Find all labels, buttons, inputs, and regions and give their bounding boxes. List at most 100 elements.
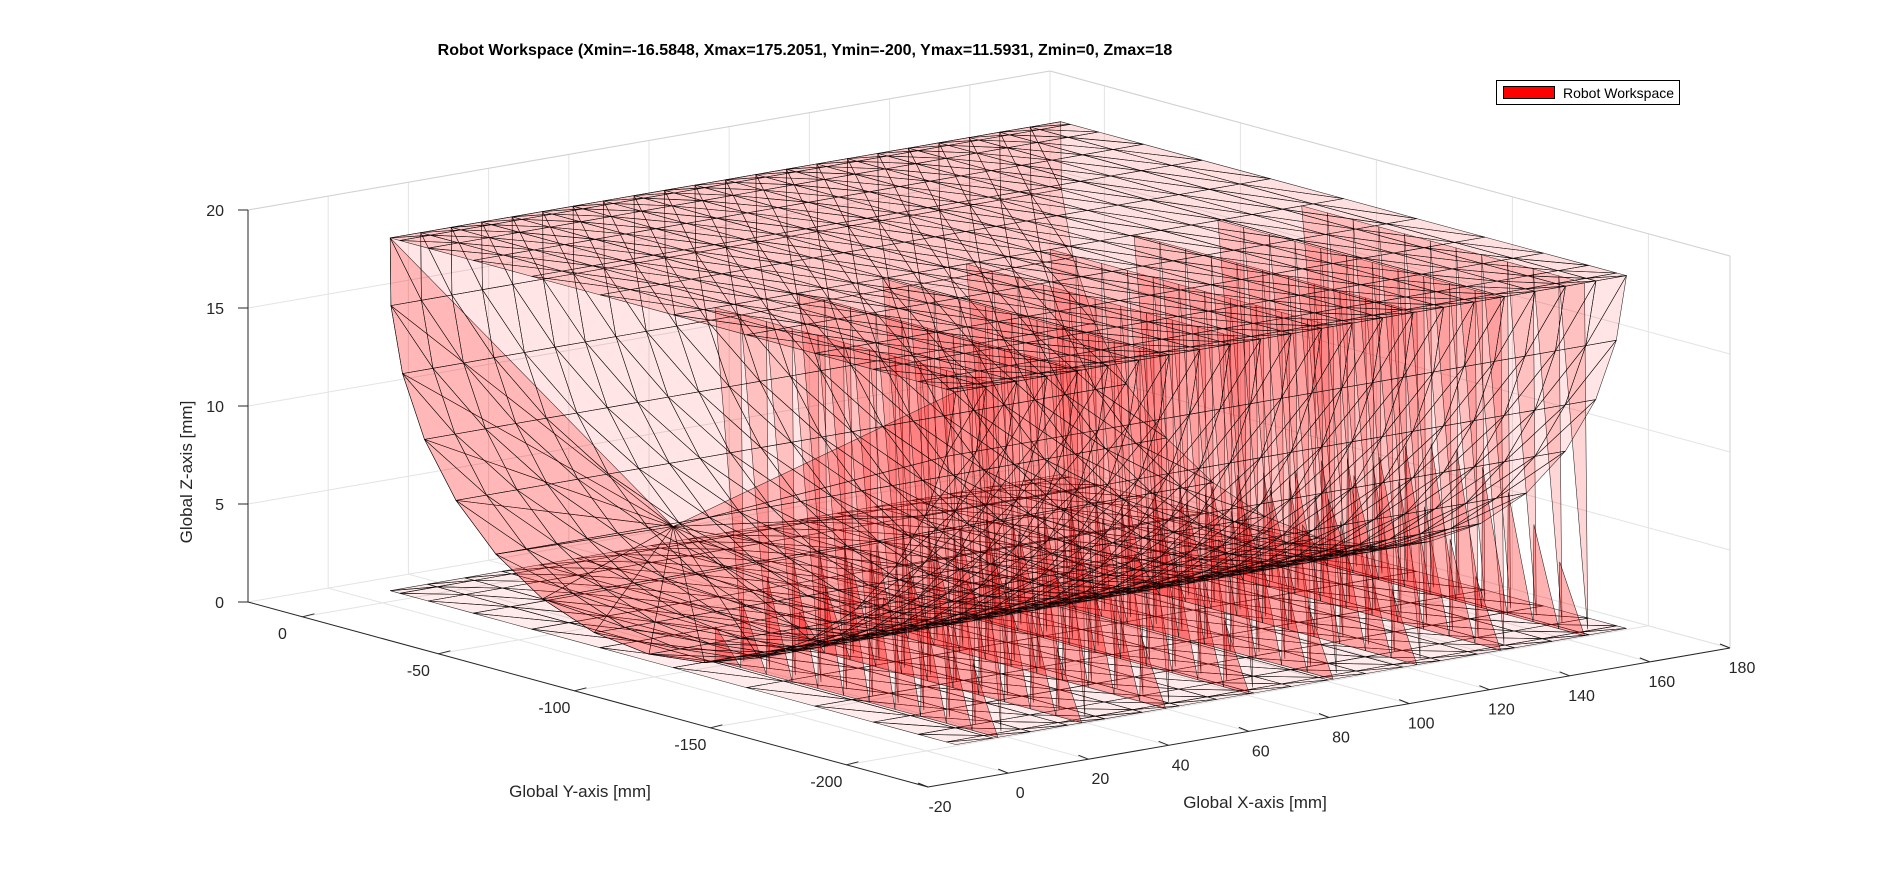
x-tick-label: 120 xyxy=(1488,702,1515,719)
x-tick-label: 60 xyxy=(1252,743,1270,760)
mesh-face xyxy=(1313,496,1341,645)
mesh-face xyxy=(817,335,847,690)
mesh-face xyxy=(1481,467,1508,616)
mesh-face xyxy=(1036,320,1067,675)
legend: Robot Workspace xyxy=(1496,80,1680,105)
x-tick-label: 20 xyxy=(1092,771,1110,788)
mesh-face xyxy=(1558,275,1588,630)
mesh-face xyxy=(1558,561,1585,637)
mesh-face xyxy=(1474,576,1502,651)
axis-ticks: -200204060801001201401601800-50-100-150-… xyxy=(206,203,1755,816)
mesh-face xyxy=(1365,297,1395,652)
mesh-face xyxy=(1029,611,1057,717)
x-tick-label: 40 xyxy=(1172,757,1190,774)
mesh-face xyxy=(1390,304,1421,659)
mesh-face xyxy=(985,518,1012,667)
mesh-face xyxy=(1037,370,1078,377)
workspace-surface xyxy=(389,121,1628,745)
mesh-face xyxy=(1127,270,1157,625)
mesh-face xyxy=(882,278,912,633)
mesh-face xyxy=(1320,460,1347,609)
mesh-face xyxy=(1507,261,1537,616)
mesh-face xyxy=(1449,538,1476,644)
mesh-face xyxy=(1371,262,1402,616)
mesh-face xyxy=(1098,359,1139,366)
mesh-face xyxy=(971,663,999,738)
mesh-face xyxy=(1281,679,1329,687)
mesh-face xyxy=(1397,481,1424,630)
mesh-face xyxy=(991,270,1022,625)
z-grid-back xyxy=(247,168,1051,309)
mesh-face xyxy=(1586,275,1627,282)
x-tick-mark xyxy=(998,768,1009,774)
mesh-face xyxy=(1467,647,1515,655)
x-tick-mark xyxy=(1238,726,1249,732)
y-tick-label: -150 xyxy=(674,737,706,754)
mesh-face xyxy=(1244,686,1292,694)
mesh-face xyxy=(1455,247,1486,602)
mesh-face xyxy=(1004,348,1034,703)
mesh-face xyxy=(1294,241,1325,595)
mesh-face xyxy=(1029,355,1060,710)
x-tick-mark xyxy=(1559,671,1570,677)
x-tick-mark xyxy=(1399,699,1410,705)
z-tick-label: 15 xyxy=(206,301,224,318)
mesh-face xyxy=(1320,248,1350,602)
z-grid-back xyxy=(247,266,1051,407)
x-axis-label: Global X-axis [mm] xyxy=(1183,793,1327,812)
legend-label: Robot Workspace xyxy=(1563,85,1675,101)
mesh-face xyxy=(1342,317,1383,324)
y-axis-label: Global Y-axis [mm] xyxy=(509,782,651,801)
y-tick-label: -100 xyxy=(538,700,570,717)
mesh-face xyxy=(1020,724,1068,732)
x-tick-mark xyxy=(917,782,929,788)
mesh-face xyxy=(798,292,828,647)
mesh-face xyxy=(1430,653,1478,661)
mesh-face xyxy=(1532,524,1560,630)
mesh-face xyxy=(1579,628,1627,636)
y-tick-mark xyxy=(302,613,315,618)
y-tick-mark xyxy=(846,761,859,766)
mesh-face xyxy=(1281,328,1322,334)
mesh-face xyxy=(1146,312,1176,667)
mesh-face xyxy=(1062,539,1089,688)
mesh-face xyxy=(1542,634,1590,642)
mesh-face xyxy=(1133,234,1164,589)
mesh-face xyxy=(978,554,1005,703)
mesh-face xyxy=(1069,504,1096,653)
z-grid-back xyxy=(247,364,1051,505)
mesh-face xyxy=(985,306,1015,661)
mesh-face xyxy=(1113,597,1141,702)
x-tick-label: 80 xyxy=(1332,730,1350,747)
mesh-face xyxy=(1251,333,1292,340)
mesh-face xyxy=(1281,567,1308,673)
mesh-face xyxy=(1313,283,1344,638)
mesh-face xyxy=(824,299,854,654)
x-tick-mark xyxy=(1078,754,1089,760)
chart-title: Robot Workspace (Xmin=-16.5848, Xmax=175… xyxy=(437,42,1173,59)
mesh-face xyxy=(1423,276,1453,630)
mesh-face xyxy=(1229,298,1260,653)
x-tick-mark xyxy=(1639,657,1650,663)
mesh-face xyxy=(1423,506,1450,637)
mesh-face xyxy=(1464,296,1505,303)
mesh-face xyxy=(1236,475,1263,624)
x-tick-mark xyxy=(1479,685,1490,691)
mesh-face xyxy=(1525,285,1566,292)
mesh-face xyxy=(1217,220,1248,574)
mesh-face xyxy=(1301,205,1331,560)
mesh-face xyxy=(1433,301,1475,308)
y-axis-line xyxy=(247,601,929,788)
x-tick-label: 100 xyxy=(1408,716,1435,733)
mesh-face xyxy=(1507,492,1534,623)
mesh-face xyxy=(1372,312,1414,319)
mesh-face xyxy=(1243,227,1273,581)
y-tick-mark xyxy=(574,687,587,692)
mesh-face xyxy=(1007,375,1048,382)
mesh-face xyxy=(1171,319,1202,674)
y-grid-floor xyxy=(846,625,1649,766)
y-tick-label: -200 xyxy=(810,774,842,791)
z-grid-side xyxy=(1049,266,1731,453)
mesh-face xyxy=(849,306,880,661)
